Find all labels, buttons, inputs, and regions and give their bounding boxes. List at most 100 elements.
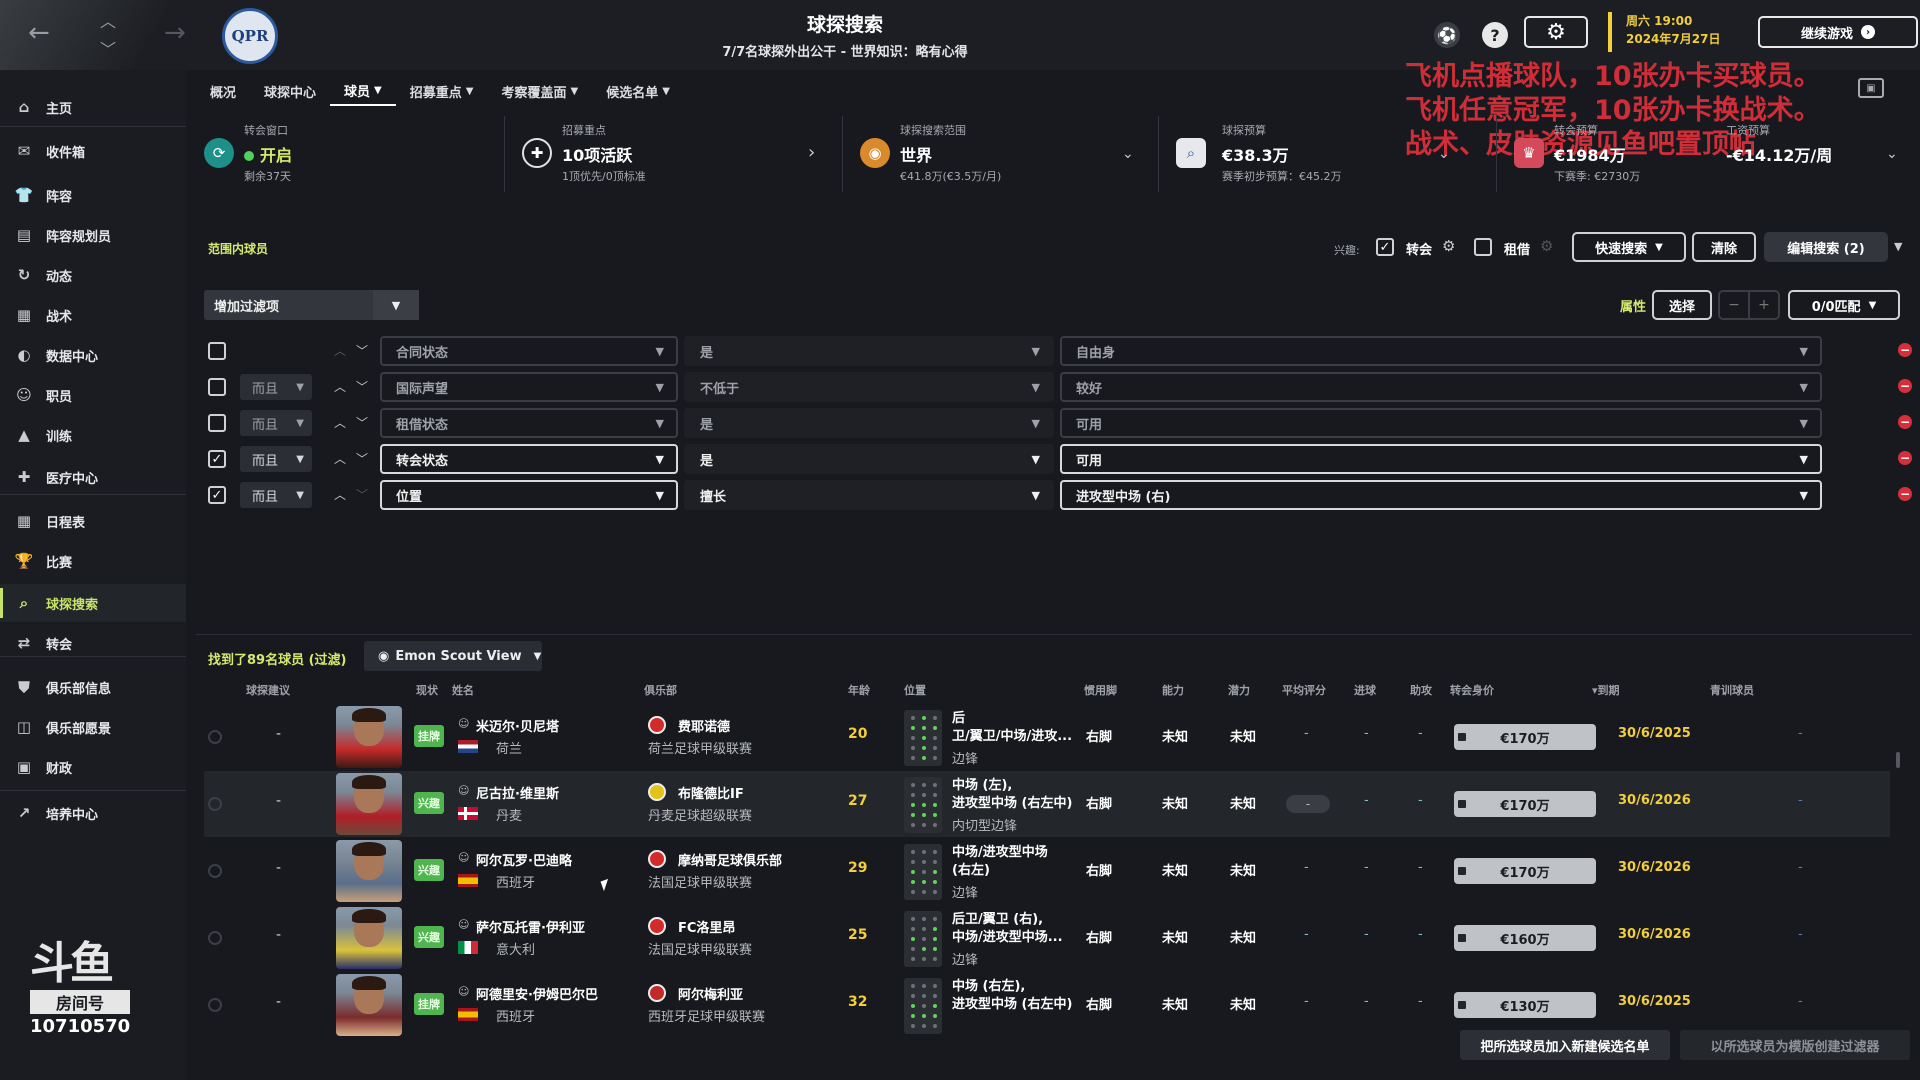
match-dropdown[interactable]: 0/0匹配 ▼ <box>1788 290 1900 320</box>
transfer-value[interactable]: €170万 <box>1454 858 1596 884</box>
player-name[interactable]: 米迈尔·贝尼塔 <box>476 720 559 735</box>
help-icon[interactable]: ? <box>1482 22 1508 48</box>
filter-row-checkbox[interactable] <box>208 378 226 396</box>
remove-filter-icon[interactable]: − <box>1898 343 1912 357</box>
player-club[interactable]: 阿尔梅利亚 <box>678 988 744 1003</box>
move-up-icon[interactable]: ︿ <box>334 488 347 502</box>
tab-2[interactable]: 球探中心 <box>250 76 330 106</box>
player-photo[interactable] <box>336 974 402 1036</box>
chevron-right-icon[interactable]: › <box>808 142 816 163</box>
column-header[interactable]: 潜力 <box>1228 684 1250 697</box>
sidebar-item-dynamics[interactable]: ↻ 动态 <box>0 256 186 294</box>
club-league[interactable]: 丹麦足球超级联赛 <box>648 809 753 824</box>
row-select-radio[interactable] <box>208 864 222 878</box>
player-nation[interactable]: 荷兰 <box>496 742 523 757</box>
sidebar-item-scout[interactable]: ⌕ 球探搜索 <box>0 584 186 622</box>
scouting-budget-card[interactable]: ⌕ 球探预算 €38.3万 赛季初步预算：€45.2万 ⌄ <box>1168 112 1468 196</box>
screenshot-icon[interactable]: ▣ <box>1858 78 1884 98</box>
sidebar-item-calendar[interactable]: ▦ 日程表 <box>0 502 186 540</box>
sidebar-item-inbox[interactable]: ✉ 收件箱 <box>0 132 186 170</box>
table-row[interactable]: - 兴趣 ☺ 萨尔瓦托雷·伊利亚 意大利 FC洛里昂 法国足球甲级联赛 25 后卫/翼卫 (右)… <box>204 905 1890 971</box>
player-nation[interactable]: 丹麦 <box>496 809 523 824</box>
table-row[interactable]: - 兴趣 ☺ 尼古拉·维里斯 丹麦 布隆德比IF 丹麦足球超级联赛 27 中场 (左), 进攻型中… <box>204 771 1890 837</box>
filter-row-checkbox[interactable]: ✓ <box>208 486 226 504</box>
transfer-value[interactable]: €170万 <box>1454 791 1596 817</box>
quick-search-button[interactable]: 快速搜索 ▼ <box>1572 232 1686 262</box>
move-down-icon[interactable]: ﹀ <box>356 344 369 358</box>
filter-value-dropdown[interactable]: 进攻型中场 (右) ▼ <box>1060 480 1822 510</box>
club-league[interactable]: 法国足球甲级联赛 <box>648 876 753 891</box>
chevron-down-icon[interactable]: ﹀ <box>100 40 117 59</box>
column-header[interactable]: 惯用脚 <box>1084 684 1117 697</box>
remove-filter-icon[interactable]: − <box>1898 487 1912 501</box>
filter-join-dropdown[interactable]: 而且 ▼ <box>240 446 312 472</box>
filter-field-dropdown[interactable]: 国际声望 ▼ <box>380 372 678 402</box>
transfer-value[interactable]: €160万 <box>1454 925 1596 951</box>
club-logo[interactable]: QPR <box>222 8 278 64</box>
player-club[interactable]: FC洛里昂 <box>678 921 736 936</box>
transfer-window-card[interactable]: ⟳ 转会窗口 开启 剩余37天 <box>196 112 496 196</box>
column-header[interactable]: 助攻 <box>1410 684 1432 697</box>
scrollbar[interactable] <box>1896 752 1900 768</box>
player-nation[interactable]: 西班牙 <box>496 1010 536 1025</box>
sidebar-item-transfer[interactable]: ⇄ 转会 <box>0 624 186 662</box>
player-name[interactable]: 尼古拉·维里斯 <box>476 787 559 802</box>
transfer-budget-card[interactable]: ♛ 转会预算 €1984万 下赛季: €2730万 <box>1506 112 1716 196</box>
filter-field-dropdown[interactable]: 合同状态 ▼ <box>380 336 678 366</box>
player-nation[interactable]: 西班牙 <box>496 876 536 891</box>
filter-join-dropdown[interactable]: 而且 ▼ <box>240 374 312 400</box>
row-select-radio[interactable] <box>208 998 222 1012</box>
filter-field-dropdown[interactable]: 转会状态 ▼ <box>380 444 678 474</box>
row-select-radio[interactable] <box>208 797 222 811</box>
column-header[interactable]: 转会身价 <box>1450 684 1494 697</box>
move-down-icon[interactable]: ﹀ <box>356 452 369 466</box>
player-photo[interactable] <box>336 706 402 768</box>
player-photo[interactable] <box>336 773 402 835</box>
table-row[interactable]: - 挂牌 ☺ 阿德里安·伊姆巴尔巴 西班牙 阿尔梅利亚 西班牙足球甲级联赛 32 中场 (右左)… <box>204 972 1890 1038</box>
scouting-range-card[interactable]: ◉ 球探搜索范围 世界 €41.8万(€3.5万/月) ⌄ <box>852 112 1152 196</box>
transfer-value[interactable]: €170万 <box>1454 724 1596 750</box>
filter-join-dropdown[interactable]: 而且 ▼ <box>240 482 312 508</box>
edit-search-button[interactable]: 编辑搜索 (2) <box>1764 232 1888 262</box>
gear-icon[interactable]: ⚙ <box>1442 237 1456 255</box>
filter-join-dropdown[interactable]: 而且 ▼ <box>240 410 312 436</box>
move-up-icon[interactable]: ︿ <box>334 452 347 466</box>
filter-field-dropdown[interactable]: 租借状态 ▼ <box>380 408 678 438</box>
tab-3[interactable]: 球员 ▼ <box>330 76 396 106</box>
tab-4[interactable]: 招募重点 ▼ <box>396 76 488 106</box>
move-up-icon[interactable]: ︿ <box>334 344 347 358</box>
sidebar-item-shirt[interactable]: 👕 阵容 <box>0 176 186 214</box>
back-arrow-icon[interactable]: ← <box>28 18 50 48</box>
move-up-icon[interactable]: ︿ <box>334 416 347 430</box>
chevron-down-icon[interactable]: ⌄ <box>1122 146 1134 162</box>
loan-interest-checkbox[interactable] <box>1474 238 1492 256</box>
column-header[interactable]: 位置 <box>904 684 926 697</box>
player-photo[interactable] <box>336 840 402 902</box>
player-name[interactable]: 阿德里安·伊姆巴尔巴 <box>476 988 598 1003</box>
sidebar-item-trophy[interactable]: 🏆 比赛 <box>0 542 186 580</box>
filter-operator-dropdown[interactable]: 是 ▼ <box>684 444 1054 474</box>
remove-filter-icon[interactable]: − <box>1898 451 1912 465</box>
create-filter-from-selection-button[interactable]: 以所选球员为模版创建过滤器 <box>1680 1030 1910 1060</box>
sidebar-item-club-info[interactable]: ⛊ 俱乐部信息 <box>0 668 186 706</box>
filter-value-dropdown[interactable]: 可用 ▼ <box>1060 408 1822 438</box>
gear-icon[interactable]: ⚙ <box>1540 237 1554 255</box>
column-header[interactable]: 进球 <box>1354 684 1376 697</box>
player-nation[interactable]: 意大利 <box>496 943 536 958</box>
player-club[interactable]: 摩纳哥足球俱乐部 <box>678 854 783 869</box>
chevron-down-icon[interactable]: ▼ <box>1894 240 1903 253</box>
filter-row-checkbox[interactable] <box>208 342 226 360</box>
chevron-up-icon[interactable]: ︿ <box>100 12 117 31</box>
move-up-icon[interactable]: ︿ <box>334 380 347 394</box>
club-league[interactable]: 西班牙足球甲级联赛 <box>648 1010 766 1025</box>
sidebar-item-medical[interactable]: ✚ 医疗中心 <box>0 458 186 496</box>
sidebar-item-development[interactable]: ↗ 培养中心 <box>0 794 186 832</box>
sidebar-item-tactics[interactable]: ▦ 战术 <box>0 296 186 334</box>
move-down-icon[interactable]: ﹀ <box>356 416 369 430</box>
add-to-new-shortlist-button[interactable]: 把所选球员加入新建候选名单 <box>1460 1030 1670 1060</box>
tab-1[interactable]: 概况 <box>196 76 250 106</box>
plus-icon[interactable]: + <box>1758 297 1770 313</box>
filter-operator-dropdown[interactable]: 是 ▼ <box>684 336 1054 366</box>
sidebar-item-training[interactable]: ▲ 训练 <box>0 416 186 454</box>
row-select-radio[interactable] <box>208 931 222 945</box>
